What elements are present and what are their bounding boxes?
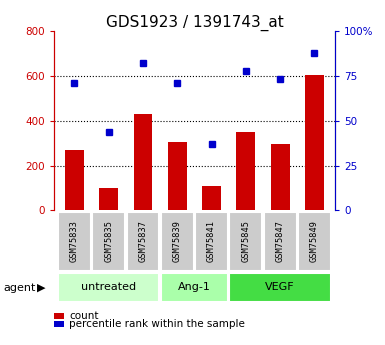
Text: GSM75839: GSM75839 xyxy=(173,220,182,263)
Bar xyxy=(195,212,228,271)
Bar xyxy=(305,75,324,210)
Text: ▶: ▶ xyxy=(37,283,45,293)
Bar xyxy=(229,212,262,271)
Bar xyxy=(168,142,187,210)
Text: agent: agent xyxy=(4,283,36,293)
Bar xyxy=(58,212,91,271)
Bar xyxy=(298,212,331,271)
Bar xyxy=(202,186,221,210)
Title: GDS1923 / 1391743_at: GDS1923 / 1391743_at xyxy=(105,15,283,31)
Bar xyxy=(134,114,152,210)
Bar xyxy=(271,144,290,210)
Text: percentile rank within the sample: percentile rank within the sample xyxy=(69,319,245,328)
Bar xyxy=(127,212,159,271)
Bar xyxy=(229,274,331,302)
Text: Ang-1: Ang-1 xyxy=(178,283,211,293)
Bar xyxy=(65,150,84,210)
Text: count: count xyxy=(69,311,99,321)
Text: GSM75841: GSM75841 xyxy=(207,220,216,263)
Bar xyxy=(264,212,296,271)
Text: GSM75845: GSM75845 xyxy=(241,220,250,263)
Text: GSM75833: GSM75833 xyxy=(70,220,79,263)
Text: GSM75835: GSM75835 xyxy=(104,220,113,263)
Text: VEGF: VEGF xyxy=(265,283,295,293)
Bar xyxy=(99,188,118,210)
Bar xyxy=(92,212,125,271)
Bar xyxy=(58,274,159,302)
Text: untreated: untreated xyxy=(81,283,136,293)
Text: GSM75847: GSM75847 xyxy=(276,220,285,263)
Bar xyxy=(161,212,194,271)
Bar xyxy=(161,274,228,302)
Text: GSM75837: GSM75837 xyxy=(139,220,147,263)
Text: GSM75849: GSM75849 xyxy=(310,220,319,263)
Bar xyxy=(236,132,255,210)
